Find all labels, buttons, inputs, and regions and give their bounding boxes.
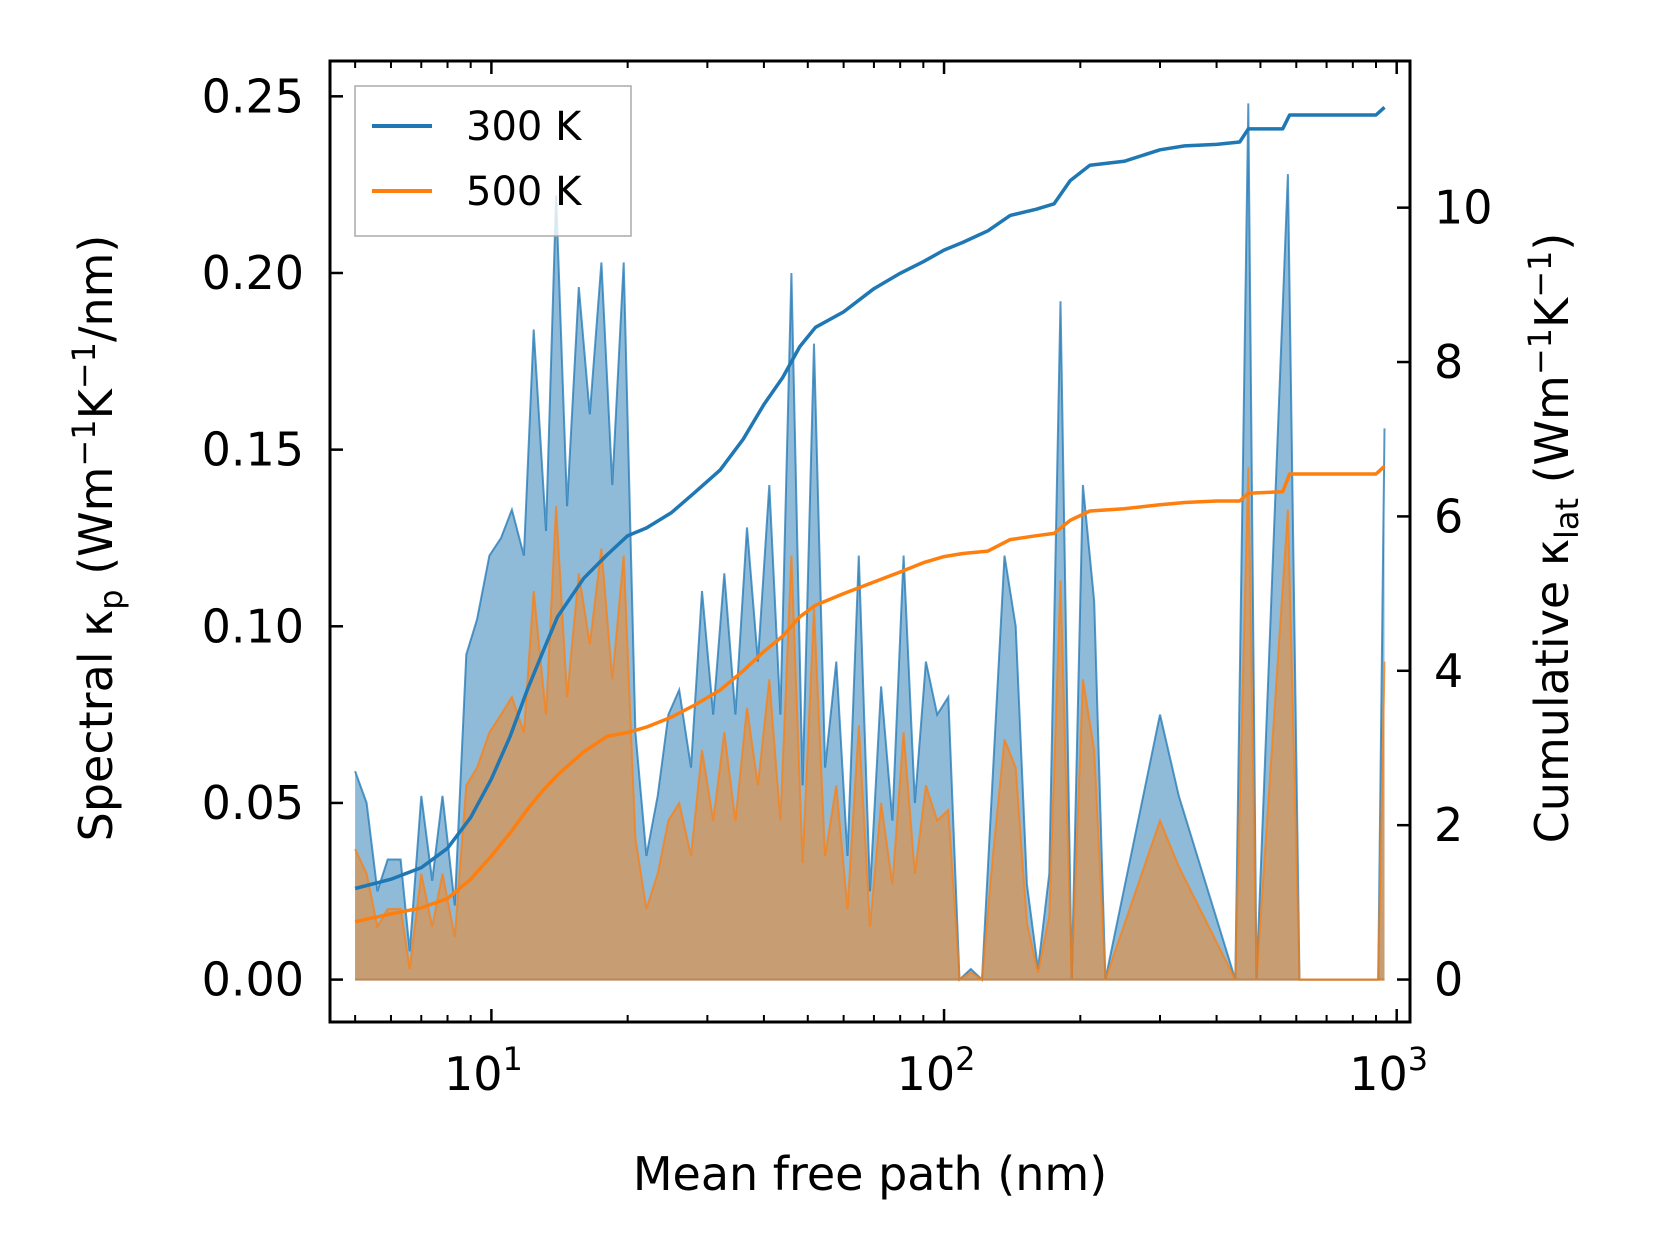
plot-area (354, 103, 1386, 982)
legend-label-300k: 300 K (466, 104, 583, 150)
y-left-tick-label: 0.25 (202, 69, 304, 123)
y-left-tick-label: 0.05 (202, 776, 304, 830)
x-axis-ticks: 101 102 103 (354, 61, 1428, 1101)
axes-frame (328, 59, 1412, 1024)
y-right-axis-ticks: 0 2 4 6 8 10 (1397, 181, 1493, 1007)
y-right-tick-label: 2 (1434, 798, 1463, 852)
y-left-tick-label: 0.20 (202, 246, 304, 300)
y-left-axis-label: Spectral κp (Wm−1K−1/nm) (65, 235, 130, 842)
legend-box (354, 85, 632, 237)
cumulative-lines (354, 106, 1386, 924)
y-left-tick-label: 0.00 (202, 953, 304, 1007)
legend-label-500k: 500 K (466, 169, 583, 215)
cumulative-line-300k (354, 106, 1386, 891)
y-right-tick-label: 8 (1434, 335, 1463, 389)
x-tick-label: 101 (444, 1040, 523, 1101)
cumulative-line-500k (354, 464, 1386, 924)
spectral-fill-500k (355, 467, 1385, 980)
y-left-tick-label: 0.10 (202, 599, 304, 653)
spectral-fills (355, 103, 1385, 980)
y-right-tick-label: 0 (1434, 953, 1463, 1007)
y-left-tick-label: 0.15 (202, 423, 304, 477)
legend: 300 K 500 K (354, 85, 632, 237)
x-tick-label: 103 (1349, 1040, 1428, 1101)
y-left-axis-ticks: 0.00 0.05 0.10 0.15 0.20 0.25 (202, 69, 343, 1007)
y-right-tick-label: 10 (1434, 181, 1493, 235)
y-right-tick-label: 6 (1434, 489, 1463, 543)
spectral-line-500k (354, 467, 1386, 982)
y-right-tick-label: 4 (1434, 644, 1463, 698)
y-right-axis-label: Cumulative κlat (Wm−1K−1) (1521, 233, 1586, 844)
x-tick-label: 102 (897, 1040, 976, 1101)
x-axis-label: Mean free path (nm) (633, 1147, 1107, 1201)
